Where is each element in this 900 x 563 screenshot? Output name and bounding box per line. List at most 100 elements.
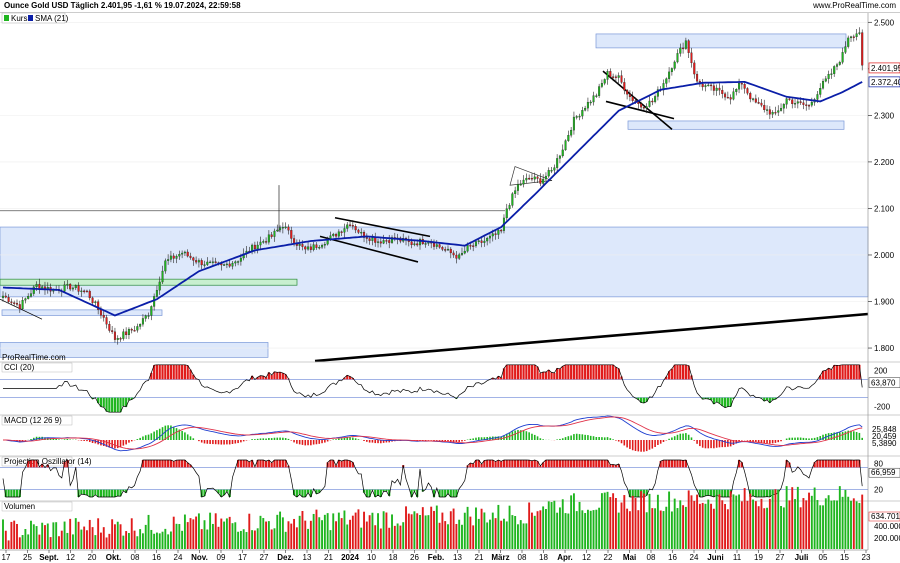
candle-body [307, 246, 310, 250]
candle-body [696, 73, 699, 82]
vol-value-tag [868, 511, 900, 522]
x-tick-label: 16 [152, 553, 161, 562]
kurs-icon [4, 15, 9, 21]
candle-body [533, 176, 536, 180]
candle-body [805, 104, 808, 106]
chart-header: Ounce Gold USD Täglich 2.401,95 -1,61 % … [0, 0, 900, 13]
candle-body [617, 75, 620, 78]
candle-body [620, 75, 623, 83]
proj-label: Projection Oszillator (14) [4, 457, 92, 466]
candle-body [239, 257, 242, 262]
candle-body [763, 105, 766, 111]
candle-body [477, 240, 480, 242]
candle-body [108, 323, 111, 331]
candle-body [752, 98, 755, 100]
x-tick-label: 23 [862, 553, 871, 562]
candle-body [315, 244, 318, 248]
candle-body [833, 66, 836, 74]
candle-body [410, 241, 413, 246]
candle-body [223, 264, 226, 266]
candle-body [612, 76, 615, 78]
candle-body [206, 261, 209, 265]
macd-value: 5,3890 [872, 439, 897, 448]
macd-label: MACD (12 26 9) [4, 416, 62, 425]
candle-body [858, 32, 861, 34]
candle-body [830, 73, 833, 75]
candle-body [270, 234, 273, 237]
x-tick-label: 24 [690, 553, 699, 562]
candle-body [777, 110, 780, 113]
candle-body [290, 230, 293, 239]
candle-body [628, 94, 631, 98]
candle-body [802, 102, 805, 105]
candle-body [774, 112, 777, 114]
candle-body [340, 231, 343, 233]
candle-body [788, 98, 791, 100]
candle-body [676, 53, 679, 63]
trend-drawings [0, 70, 869, 363]
candle-body [368, 238, 371, 241]
candle-body [441, 247, 444, 250]
candle-body [262, 241, 265, 243]
candle-body [603, 79, 606, 84]
cci-tick-minus200: -200 [874, 403, 891, 412]
candle-body [701, 83, 704, 88]
x-axis: 17 25 Sept. 12 20 Okt. 08 16 24 Nov. 09 17 27 Dez. 13 2… [0, 549, 871, 562]
candle-body [7, 297, 10, 302]
candle-body [181, 252, 184, 255]
y-tick-label: 2.300 [874, 111, 895, 120]
candle-body [418, 239, 422, 246]
candle-body [167, 259, 170, 261]
candle-body [567, 135, 570, 141]
candle-body [684, 40, 687, 49]
candle-body [519, 183, 522, 186]
candle-body [74, 285, 77, 289]
panel-label-box [1, 415, 73, 426]
candle-body [726, 96, 729, 99]
candle-body [1, 295, 5, 298]
candle-body [446, 248, 450, 251]
candle-body [203, 264, 206, 266]
candle-body [416, 243, 419, 246]
candle-body [679, 47, 682, 54]
candle-body [309, 246, 312, 250]
candle-body [136, 326, 139, 331]
candle-body [584, 107, 587, 111]
candle-body [379, 241, 382, 244]
source-url[interactable]: www.ProRealTime.com [813, 1, 896, 10]
proj-value-tag [868, 467, 900, 478]
candle-body [209, 261, 212, 264]
candle-body [139, 324, 142, 327]
candle-body [670, 68, 673, 73]
candle-body [228, 263, 231, 267]
candle-body [626, 90, 629, 95]
candle-body [732, 91, 735, 100]
low-zone [1, 309, 163, 316]
candle-body [80, 290, 83, 293]
proj-tick-20: 20 [874, 486, 883, 495]
candle-body [424, 243, 427, 245]
candle-body [332, 233, 335, 236]
x-tick-label: 27 [260, 553, 269, 562]
candle-body [729, 97, 732, 100]
consolidation-zone [0, 226, 869, 298]
candle-body [312, 244, 315, 250]
candle-body [318, 246, 321, 249]
legend-box [1, 12, 66, 24]
candle-body [458, 254, 461, 259]
x-tick-label: 26 [410, 553, 419, 562]
candle-body [444, 249, 447, 251]
candle-body [321, 245, 324, 248]
candle-body [371, 237, 374, 241]
candle-body [712, 85, 715, 91]
candle-body [861, 32, 864, 66]
wedge-lower [605, 100, 675, 120]
candle-body [237, 261, 240, 263]
macd-line [2, 415, 863, 452]
candle-body [508, 205, 511, 209]
candle-body [130, 328, 133, 331]
x-tick-label: Sept. [39, 553, 59, 562]
y-tick-label: 2.100 [874, 204, 895, 213]
candle-body [654, 96, 657, 102]
